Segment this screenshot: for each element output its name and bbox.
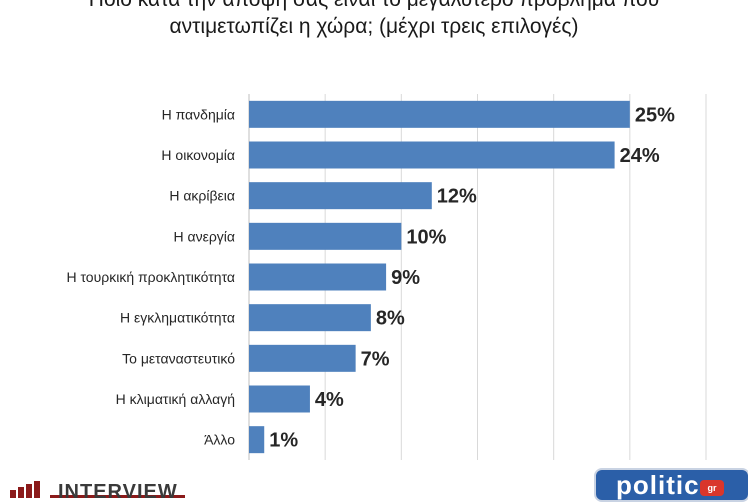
value-label: 8% (376, 308, 405, 330)
category-labels: Η πανδημία Η οικονομία Η ακρίβεια Η ανεργία… (66, 106, 235, 447)
category-label: Η τουρκική προκλητικότητα (66, 269, 235, 285)
bar-chart: Η πανδημία Η οικονομία Η ακρίβεια Η ανεργία… (66, 94, 707, 460)
category-label: Η κλιματική αλλαγή (116, 391, 235, 407)
category-label: Το μεταναστευτικό (122, 350, 235, 366)
value-label: 12% (437, 186, 477, 208)
bar (249, 141, 615, 169)
bar (249, 385, 310, 413)
chart-title: Ποιο κατά την άποψή σας είναι το μεγαλύτ… (0, 0, 748, 40)
bars (249, 100, 630, 454)
bar (249, 100, 630, 128)
value-label: 4% (315, 389, 344, 411)
category-label: Η εγκληματικότητα (120, 310, 235, 326)
value-label: 7% (361, 348, 390, 370)
bar (249, 344, 356, 372)
category-label: Η οικονομία (161, 147, 235, 163)
category-label: Άλλο (204, 432, 235, 448)
value-label: 1% (269, 430, 298, 452)
category-label: Η πανδημία (162, 106, 235, 122)
value-label: 24% (620, 145, 660, 167)
bar (249, 222, 402, 250)
value-label: 9% (391, 267, 420, 289)
category-label: Η ακρίβεια (169, 188, 235, 204)
interview-logo-mark (10, 481, 185, 498)
value-labels: 25% 24% 12% 10% 9% 8% 7% 4% 1% (269, 104, 675, 451)
bar (249, 263, 387, 291)
chart-title-line-1: Ποιο κατά την άποψή σας είναι το μεγαλύτ… (0, 0, 748, 13)
bar (249, 304, 371, 332)
value-label: 10% (406, 226, 446, 248)
interview-logo-text: INTERVIEW (58, 481, 178, 503)
chart-title-line-2: αντιμετωπίζει η χώρα; (μέχρι τρεις επιλο… (169, 15, 579, 38)
category-label: Η ανεργία (173, 228, 235, 244)
value-label: 25% (635, 104, 675, 126)
politic-logo-badge: gr (700, 480, 724, 496)
bar (249, 182, 432, 210)
bar (249, 426, 265, 454)
politic-logo-text: politic (616, 470, 700, 500)
